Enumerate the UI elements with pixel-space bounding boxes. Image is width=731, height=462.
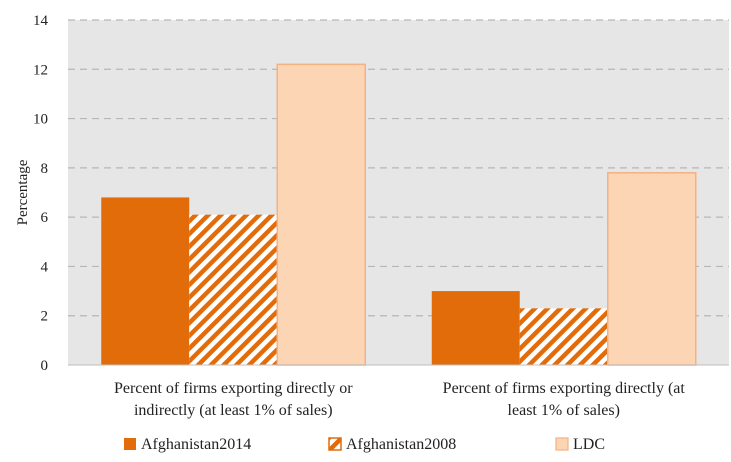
y-axis-ticks: 0 2 4 6 8 10 12 14	[33, 13, 49, 374]
x-category-label: Percent of firms exporting directly (at	[443, 380, 686, 397]
x-category-label: indirectly (at least 1% of sales)	[134, 402, 333, 419]
y-tick-label: 0	[41, 358, 49, 374]
bars	[101, 63, 697, 366]
y-tick-label: 4	[41, 259, 49, 275]
y-tick-label: 8	[41, 161, 49, 177]
bar-afghanistan2014-1	[101, 197, 190, 365]
y-tick-label: 6	[41, 210, 49, 226]
legend-swatch-ldc	[555, 437, 569, 451]
bar-ldc-2	[607, 172, 697, 366]
legend-label-afghanistan2014: Afghanistan2014	[141, 436, 251, 453]
legend-label-ldc: LDC	[573, 436, 605, 453]
legend-swatch-afghanistan2014	[124, 438, 136, 450]
bar-afghanistan2008-2	[519, 308, 608, 365]
y-tick-label: 12	[33, 62, 48, 78]
y-tick-label: 10	[33, 112, 48, 128]
x-category-label: least 1% of sales)	[508, 402, 620, 419]
y-tick-label: 2	[41, 309, 49, 325]
x-axis-labels: Percent of firms exporting directly or in…	[114, 380, 685, 419]
legend-label-afghanistan2008: Afghanistan2008	[346, 436, 456, 453]
bar-afghanistan2008-1	[189, 214, 278, 365]
legend-swatch-afghanistan2008	[328, 437, 342, 451]
x-category-label: Percent of firms exporting directly or	[114, 380, 353, 397]
bar-ldc-1	[276, 63, 366, 366]
y-tick-label: 14	[33, 13, 49, 29]
y-axis-title: Percentage	[15, 159, 31, 225]
bar-afghanistan2014-2	[431, 291, 520, 365]
legend: Afghanistan2014 Afghanistan2008 LDC	[124, 436, 605, 453]
